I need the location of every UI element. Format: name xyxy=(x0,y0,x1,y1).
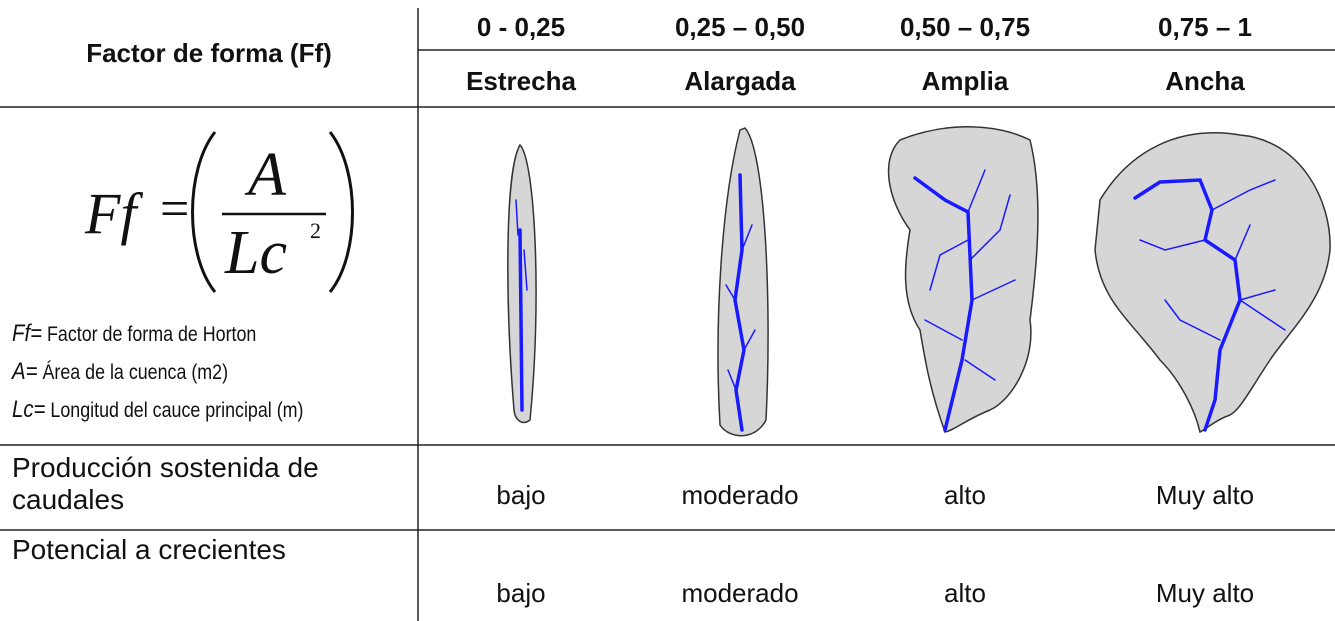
basin-amplia xyxy=(889,127,1038,432)
row-label: Potencial a crecientes xyxy=(12,534,286,566)
shape-header: Amplia xyxy=(922,66,1009,97)
range-header: 0 - 0,25 xyxy=(477,12,565,43)
cell: alto xyxy=(944,578,986,609)
formula-denominator: Lc xyxy=(225,218,287,289)
formula-exponent: 2 xyxy=(310,218,321,244)
legend-text: Área de la cuenca (m2) xyxy=(42,361,228,384)
row-label: Producción sostenida de caudales xyxy=(12,452,372,516)
basin-alargada xyxy=(718,128,768,436)
legend-item: A= Área de la cuenca (m2) xyxy=(12,358,228,386)
cell: moderado xyxy=(681,578,798,609)
shape-header: Estrecha xyxy=(466,66,576,97)
right-paren xyxy=(330,132,353,292)
legend-symbol: Ff= xyxy=(12,320,42,347)
cell: bajo xyxy=(496,480,545,511)
legend-symbol: Lc= xyxy=(12,396,45,423)
legend-item: Lc= Longitud del cauce principal (m) xyxy=(12,396,303,424)
cell: alto xyxy=(944,480,986,511)
formula-equals: = xyxy=(160,180,189,239)
legend-symbol: A= xyxy=(12,358,38,385)
legend-text: Factor de forma de Horton xyxy=(47,323,256,346)
formula-lhs: Ff xyxy=(85,180,137,247)
formula-numerator: A xyxy=(248,140,286,211)
shape-header: Alargada xyxy=(684,66,795,97)
basin-ancha xyxy=(1095,133,1330,432)
range-header: 0,50 – 0,75 xyxy=(900,12,1030,43)
cell: bajo xyxy=(496,578,545,609)
legend-text: Longitud del cauce principal (m) xyxy=(50,399,303,422)
cell: moderado xyxy=(681,480,798,511)
left-paren xyxy=(193,132,216,292)
river xyxy=(520,230,522,410)
shape-header: Ancha xyxy=(1165,66,1244,97)
cell: Muy alto xyxy=(1156,480,1254,511)
range-header: 0,25 – 0,50 xyxy=(675,12,805,43)
basins xyxy=(508,127,1330,436)
page: Factor de forma (Ff) 0 - 0,25 0,25 – 0,5… xyxy=(0,0,1335,621)
legend-item: Ff= Factor de forma de Horton xyxy=(12,320,256,348)
cell: Muy alto xyxy=(1156,578,1254,609)
table-graphics xyxy=(0,0,1335,621)
range-header: 0,75 – 1 xyxy=(1158,12,1252,43)
table-title: Factor de forma (Ff) xyxy=(86,38,332,69)
